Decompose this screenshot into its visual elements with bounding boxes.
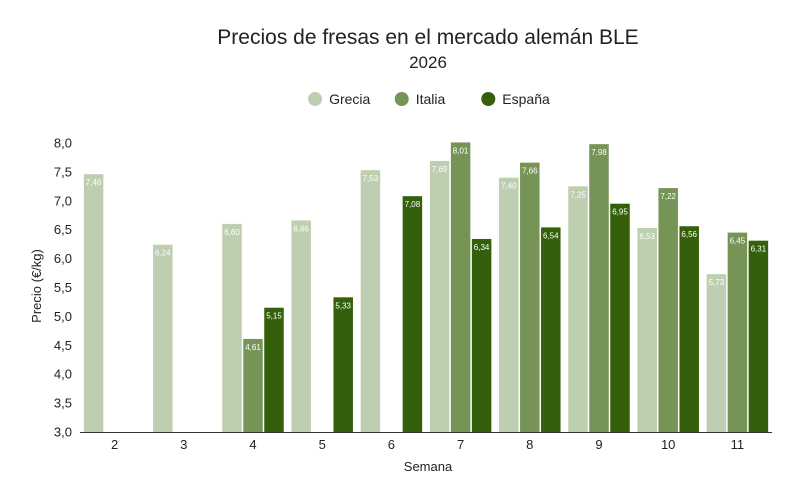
x-tick-label: 11	[731, 437, 745, 452]
bar-value-label: 7,69	[432, 165, 448, 174]
x-tick-label: 2	[111, 437, 118, 452]
y-tick-label: 6,0	[54, 251, 72, 266]
x-tick-label: 7	[457, 437, 464, 452]
y-tick-label: 5,0	[54, 309, 72, 324]
bar-grecia-semana-5	[291, 220, 311, 432]
y-tick-label: 8,0	[54, 136, 72, 151]
bar-italia-semana-10	[658, 188, 678, 432]
bar-value-label: 4,61	[245, 343, 261, 352]
bar-grecia-semana-6	[360, 170, 381, 432]
bar-espana-semana-6	[402, 196, 423, 432]
x-tick-label: 10	[661, 437, 675, 452]
bar-value-label: 5,73	[709, 278, 725, 287]
bar-italia-semana-11	[727, 232, 748, 432]
y-tick-label: 6,5	[54, 222, 72, 237]
bar-grecia-semana-7	[429, 160, 450, 432]
bar-value-label: 7,40	[501, 182, 517, 191]
bar-espana-semana-7	[471, 238, 492, 432]
y-tick-label: 4,0	[54, 367, 72, 382]
y-axis: 3,0 3,5 4,0 4,5 5,0 5,5 6,0 6,5 7,0 7,5 8,0	[54, 136, 72, 440]
bar-grecia-semana-10	[637, 227, 657, 432]
y-tick-label: 3,5	[54, 396, 72, 411]
bar-grecia-semana-8	[499, 177, 519, 432]
x-tick-label: 6	[388, 437, 395, 452]
bar-value-label: 5,15	[266, 312, 282, 321]
legend-marker-espana	[481, 92, 496, 106]
bar-italia-semana-4	[243, 338, 263, 432]
bar-grecia-semana-4	[222, 223, 242, 432]
bar-espana-semana-4	[264, 307, 284, 432]
bar-value-label: 6,24	[155, 249, 171, 258]
bar-italia-semana-8	[520, 162, 540, 433]
bar-value-label: 7,25	[570, 190, 586, 199]
bar-espana-semana-11	[748, 240, 769, 432]
legend-label-italia: Italia	[416, 91, 446, 107]
bar-italia-semana-9	[589, 144, 609, 432]
bar-value-label: 6,31	[751, 245, 767, 254]
legend-label-grecia: Grecia	[329, 91, 370, 107]
bar-value-label: 8,01	[453, 146, 469, 155]
x-tick-label: 9	[595, 437, 602, 452]
plot-area: 7,46 6,24 6,60 6,66 7,53 7,69 7,40 7,25 6,53 5,73…	[83, 142, 769, 433]
y-tick-label: 5,5	[54, 280, 72, 295]
x-tick-label: 3	[180, 437, 187, 452]
x-axis: 2 3 4 5 6 7 8 9 10 11	[80, 432, 772, 452]
bar-value-label: 7,66	[522, 167, 538, 176]
legend-marker-italia	[394, 92, 409, 106]
legend-label-espana: España	[502, 91, 550, 107]
bar-value-label: 6,66	[293, 224, 309, 233]
bar-value-label: 7,53	[363, 174, 379, 183]
bar-value-label: 7,08	[405, 200, 421, 209]
bar-value-label: 7,98	[591, 148, 607, 157]
y-tick-label: 7,5	[54, 164, 72, 179]
bar-grecia-semana-9	[568, 186, 588, 432]
bar-value-label: 6,53	[639, 232, 655, 241]
bar-value-label: 6,45	[730, 237, 746, 246]
y-axis-title: Precio (€/kg)	[29, 249, 44, 323]
bar-grecia-semana-2	[83, 174, 104, 432]
bar-value-label: 6,34	[474, 243, 490, 252]
chart-subtitle: 2026	[409, 53, 447, 72]
x-tick-label: 8	[526, 437, 533, 452]
bar-value-label: 5,33	[335, 301, 351, 310]
legend: Grecia Italia España	[308, 91, 550, 107]
bar-espana-semana-5	[333, 297, 353, 432]
bar-espana-semana-9	[610, 203, 630, 432]
bar-value-label: 7,46	[86, 178, 102, 187]
bar-italia-semana-7	[450, 142, 471, 432]
x-tick-label: 4	[249, 437, 256, 452]
bar-value-label: 6,95	[612, 208, 628, 217]
bar-value-label: 6,56	[681, 230, 697, 239]
y-tick-label: 7,0	[54, 193, 72, 208]
y-tick-label: 3,0	[54, 425, 72, 440]
bar-grecia-semana-3	[153, 244, 173, 432]
bar-value-label: 6,60	[224, 228, 240, 237]
bar-value-label: 6,54	[543, 231, 559, 240]
y-tick-label: 4,5	[54, 338, 72, 353]
bar-grecia-semana-11	[706, 274, 727, 432]
legend-marker-grecia	[308, 92, 323, 106]
bar-espana-semana-10	[679, 226, 699, 432]
bar-value-label: 7,22	[660, 192, 676, 201]
x-axis-title: Semana	[404, 459, 453, 474]
chart-title: Precios de fresas en el mercado alemán B…	[217, 26, 638, 49]
x-tick-label: 5	[319, 437, 326, 452]
bar-espana-semana-8	[541, 227, 561, 432]
